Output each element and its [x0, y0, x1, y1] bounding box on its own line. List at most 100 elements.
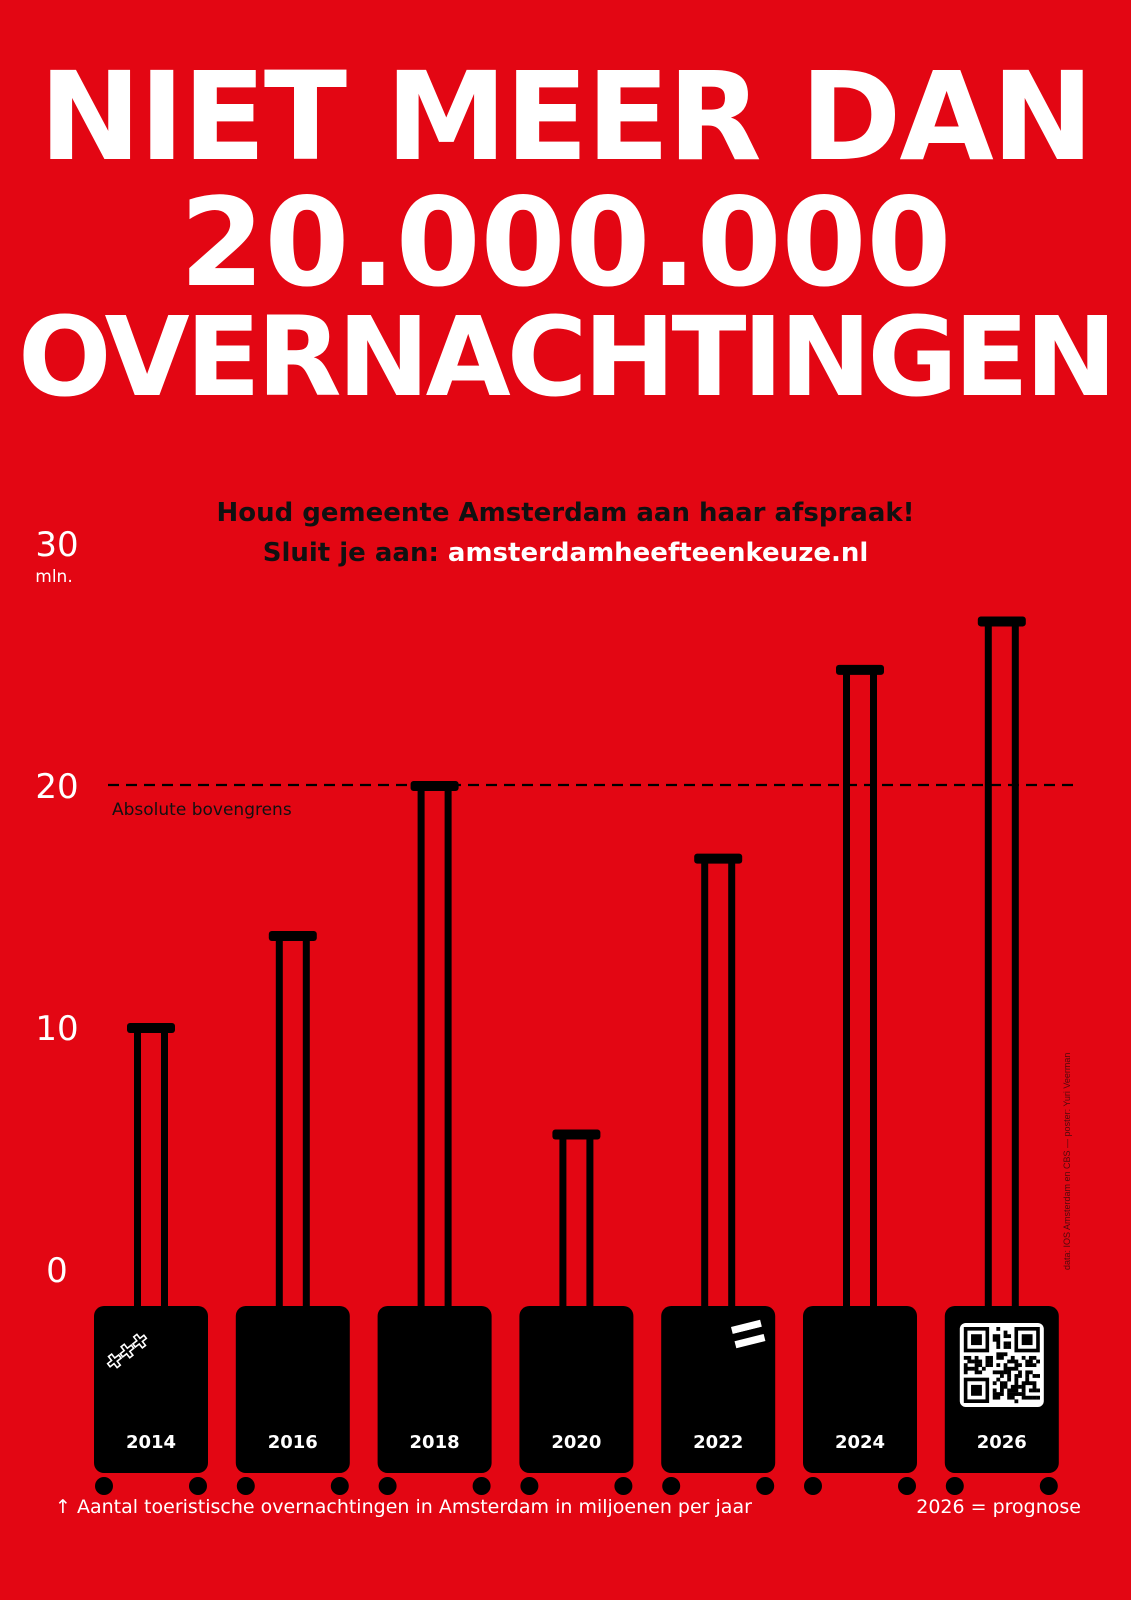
qr-module	[1010, 1384, 1015, 1389]
y-tick-label-0: 0	[46, 1251, 68, 1291]
qr-module	[971, 1359, 975, 1364]
qr-module	[1036, 1395, 1040, 1400]
handle-grip	[552, 1129, 601, 1140]
qr-module	[1010, 1392, 1015, 1396]
qr-module	[1007, 1334, 1012, 1339]
qr-module	[1014, 1374, 1019, 1378]
qr-module	[974, 1363, 979, 1368]
qr-module	[1014, 1359, 1019, 1364]
wheel-right	[898, 1477, 916, 1495]
qr-module	[1014, 1381, 1019, 1386]
qr-module	[974, 1366, 979, 1371]
qr-module	[1028, 1388, 1033, 1393]
handle-grip	[127, 1023, 175, 1033]
qr-module	[1018, 1384, 1022, 1389]
qr-module	[985, 1355, 990, 1360]
qr-module	[1003, 1384, 1008, 1389]
suitcase-body	[519, 1306, 634, 1473]
bar-label-2018: 2018	[410, 1432, 460, 1453]
bar-label-2026: 2026	[977, 1432, 1027, 1453]
qr-module	[996, 1395, 1001, 1400]
qr-module	[1010, 1366, 1015, 1371]
qr-module	[989, 1355, 993, 1360]
qr-module	[999, 1374, 1004, 1378]
qr-module	[1025, 1377, 1030, 1382]
qr-module	[1018, 1374, 1022, 1378]
qr-module	[981, 1366, 986, 1371]
handle-rod-left	[134, 1031, 141, 1310]
flag-stripe	[734, 1333, 766, 1349]
wheel-right	[189, 1477, 207, 1495]
qr-module	[996, 1341, 1001, 1346]
qr-module	[967, 1366, 972, 1371]
amsterdam-crosses-sticker	[106, 1333, 148, 1369]
qr-module	[1018, 1370, 1022, 1375]
suitcase-body	[377, 1306, 492, 1473]
qr-module	[1007, 1374, 1012, 1378]
qr-module	[1032, 1395, 1037, 1400]
qr-module	[1007, 1359, 1012, 1364]
handle-rod-right	[444, 789, 452, 1310]
qr-module	[996, 1370, 1001, 1375]
handle-rod-left	[984, 624, 992, 1310]
qr-module	[989, 1359, 993, 1364]
headline-line-1: NIET MEER DAN	[39, 46, 1094, 188]
qr-code-sticker	[959, 1323, 1044, 1407]
bar-2018: 2018	[377, 781, 492, 1495]
qr-module	[1021, 1388, 1026, 1393]
qr-module	[1025, 1374, 1030, 1378]
qr-module	[1032, 1363, 1037, 1368]
qr-module	[999, 1381, 1004, 1386]
bar-label-2022: 2022	[693, 1432, 743, 1453]
qr-module	[1028, 1363, 1033, 1368]
qr-module	[992, 1392, 997, 1396]
qr-finder-core	[971, 1334, 982, 1346]
handle-rod-right	[1011, 624, 1019, 1310]
qr-module	[1010, 1359, 1015, 1364]
flag-stripe	[730, 1319, 762, 1335]
qr-module	[1021, 1381, 1026, 1386]
qr-module	[1025, 1395, 1030, 1400]
qr-module	[1003, 1363, 1008, 1368]
qr-module	[1010, 1355, 1015, 1360]
qr-module	[999, 1384, 1004, 1389]
qr-module	[1007, 1366, 1012, 1371]
qr-module	[989, 1363, 993, 1368]
wheel-left	[95, 1477, 113, 1495]
wheel-right	[614, 1477, 633, 1495]
flag-sticker	[730, 1319, 766, 1349]
handle-grip	[268, 931, 317, 942]
bar-2022: 2022	[661, 853, 776, 1495]
qr-module	[1018, 1363, 1022, 1368]
qr-module	[963, 1366, 968, 1371]
y-tick-label-20: 20	[35, 767, 78, 807]
wheel-right	[1039, 1477, 1058, 1495]
suitcase-body	[235, 1306, 350, 1473]
qr-module	[1007, 1392, 1012, 1396]
cross-icon	[131, 1333, 148, 1350]
wheel-right	[472, 1477, 491, 1495]
qr-module	[1003, 1381, 1008, 1386]
qr-module	[1036, 1359, 1040, 1364]
handle-grip	[694, 853, 743, 864]
wheel-left	[804, 1477, 822, 1495]
flag-stripe	[732, 1326, 764, 1342]
cross-icon	[106, 1352, 123, 1369]
wheel-left	[945, 1477, 964, 1495]
qr-module	[1014, 1384, 1019, 1389]
qr-module	[996, 1392, 1001, 1396]
qr-module	[1018, 1392, 1022, 1396]
qr-module	[1010, 1395, 1015, 1400]
qr-module	[996, 1355, 1001, 1360]
qr-module	[1014, 1388, 1019, 1393]
qr-module	[978, 1363, 983, 1368]
qr-module	[996, 1352, 1001, 1357]
website-link[interactable]: amsterdamheefteenkeuze.nl	[447, 538, 869, 568]
qr-module	[1010, 1388, 1015, 1393]
qr-module	[1025, 1363, 1030, 1368]
handle-grip	[977, 616, 1026, 627]
qr-module	[1028, 1381, 1033, 1386]
suitcase-body	[661, 1306, 776, 1473]
qr-module	[1003, 1352, 1008, 1357]
